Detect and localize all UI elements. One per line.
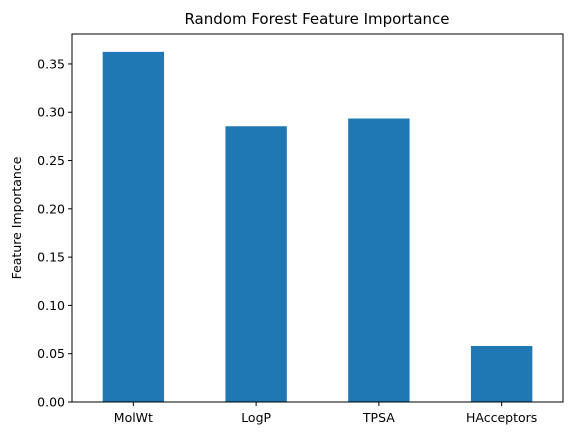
x-tick-label: TPSA: [362, 410, 395, 425]
y-tick-label: 0.25: [37, 153, 65, 168]
plot-frame: [71, 33, 564, 403]
y-tick-label: 0.10: [37, 298, 65, 313]
x-axis-ticks: MolWt LogP TPSA HAcceptors: [114, 402, 537, 425]
y-tick-label: 0.35: [37, 56, 65, 71]
y-tick-label: 0.15: [37, 250, 65, 265]
y-tick-label: 0.30: [37, 105, 65, 120]
bar-tpsa: [348, 118, 410, 402]
chart-title: Random Forest Feature Importance: [184, 10, 449, 28]
bars-group: [102, 51, 533, 403]
bar-hacceptors: [470, 345, 533, 402]
y-axis-ticks: 0.00 0.05 0.10 0.15 0.20 0.25 0.30 0.35: [37, 56, 72, 410]
y-tick-label: 0.20: [37, 201, 65, 216]
bar-logp: [225, 126, 287, 403]
y-axis-label: Feature Importance: [9, 156, 24, 279]
x-tick-label: LogP: [241, 410, 271, 425]
bar-molwt: [102, 51, 165, 402]
y-tick-label: 0.05: [37, 346, 65, 361]
x-tick-label: MolWt: [114, 410, 153, 425]
y-tick-label: 0.00: [37, 395, 65, 410]
x-tick-label: HAcceptors: [466, 410, 537, 425]
